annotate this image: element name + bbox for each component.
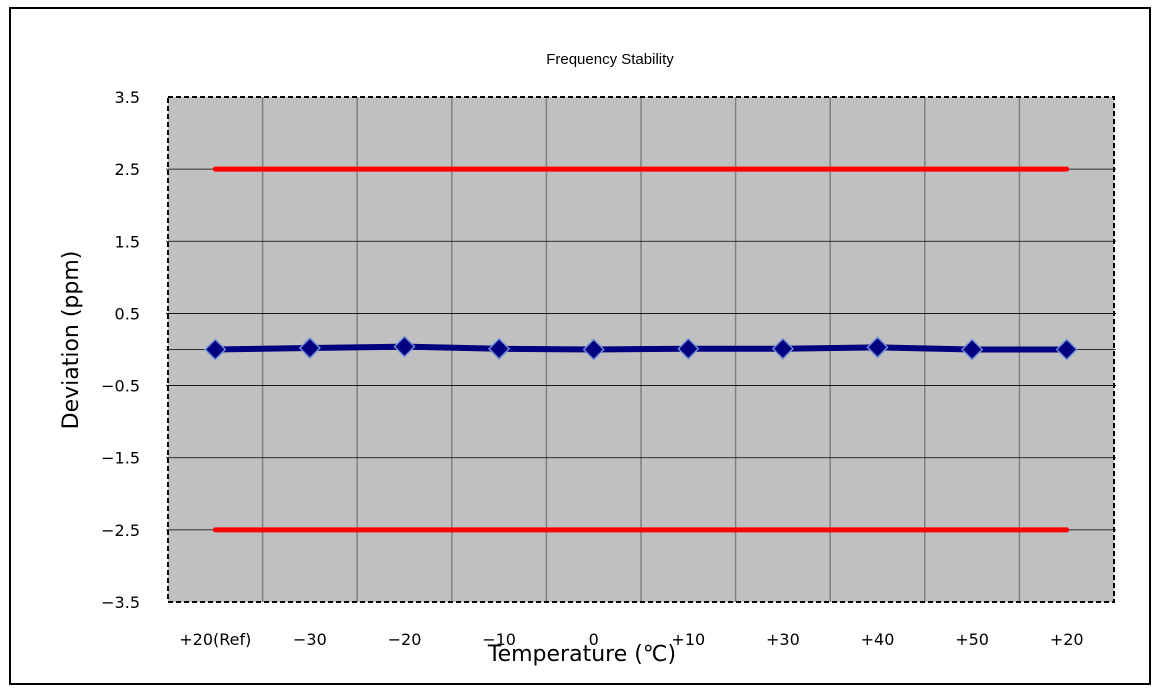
x-tick-label: 0: [589, 630, 599, 649]
x-tick-label: +20: [1050, 630, 1084, 649]
y-tick-label: 0.5: [115, 304, 140, 323]
data-point-marker: [298, 336, 321, 360]
deviation-series-line: [212, 343, 1070, 353]
data-point-marker: [677, 337, 700, 360]
data-point-marker: [961, 338, 984, 361]
y-axis-label: Deviation (ppm): [59, 251, 84, 430]
x-tick-label: −30: [293, 630, 327, 649]
series-layer: [204, 166, 1078, 533]
y-tick-label: −0.5: [101, 377, 140, 396]
data-point-marker: [866, 336, 889, 359]
x-tick-label: +50: [955, 630, 989, 649]
y-tick-labels: 3.5 2.5 1.5 0.5 −0.5 −1.5 −2.5 −3.5: [101, 88, 140, 612]
data-point-marker: [204, 338, 227, 361]
x-tick-label: −20: [388, 630, 422, 649]
data-point-marker: [488, 337, 511, 360]
x-axis-label: Temperature (℃): [487, 642, 676, 667]
chart-title: Frequency Stability: [546, 51, 674, 68]
x-tick-label: +30: [766, 630, 800, 649]
data-point-marker: [393, 335, 416, 358]
y-tick-label: −2.5: [101, 521, 140, 540]
x-tick-labels: +20(Ref) −30 −20 −10 0 +10 +30 +40 +50 +20: [179, 630, 1083, 649]
data-point-marker: [1055, 338, 1078, 361]
x-tick-label: +40: [861, 630, 895, 649]
data-point-marker: [771, 337, 794, 360]
y-tick-label: 2.5: [115, 160, 140, 179]
x-tick-label: +20(Ref): [179, 630, 251, 649]
y-tick-label: −1.5: [101, 449, 140, 468]
y-tick-label: 1.5: [115, 232, 140, 251]
data-point-marker: [582, 338, 605, 361]
y-tick-label: 3.5: [115, 88, 140, 107]
y-tick-label: −3.5: [101, 593, 140, 612]
x-tick-label: +10: [671, 630, 705, 649]
plot-border: [167, 96, 1115, 603]
x-tick-label: −10: [482, 630, 516, 649]
